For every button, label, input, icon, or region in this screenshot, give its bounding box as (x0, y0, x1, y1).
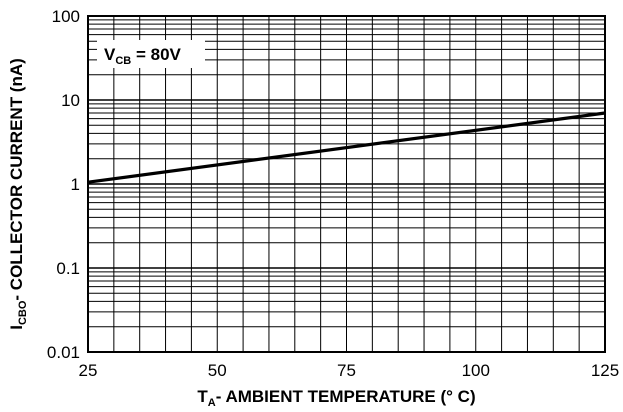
x-tick-label: 100 (462, 361, 490, 380)
x-tick-label: 125 (591, 361, 619, 380)
annotation-label: VCB = 80V (104, 45, 182, 67)
y-tick-label: 1 (71, 175, 80, 194)
x-tick-label: 50 (208, 361, 227, 380)
x-axis-title: TA- AMBIENT TEMPERATURE (° C) (197, 387, 475, 409)
plot-frame (87, 15, 606, 353)
y-axis-title: ICBO- COLLECTOR CURRENT (nA) (7, 58, 29, 330)
annotation-box (97, 40, 205, 68)
y-tick-label: 10 (61, 91, 80, 110)
y-tick-label: 0.01 (47, 343, 80, 362)
y-tick-label: 100 (52, 7, 80, 26)
x-tick-label: 75 (337, 361, 356, 380)
series-line-0 (87, 111, 606, 184)
x-tick-label: 25 (79, 361, 98, 380)
y-tick-label: 0.1 (56, 259, 80, 278)
